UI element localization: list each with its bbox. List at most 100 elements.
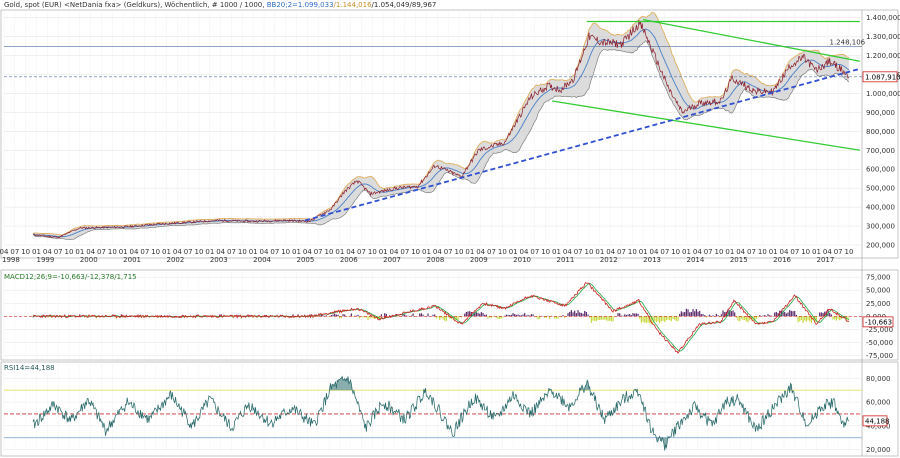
month-tick-label: 07 [530, 248, 539, 256]
macd-histogram-bar [727, 309, 729, 317]
macd-histogram-bar [505, 314, 507, 317]
month-tick-label: 10 [65, 248, 74, 256]
macd-histogram-bar [544, 316, 546, 318]
year-label: 2016 [773, 256, 791, 264]
month-tick-label: 10 [238, 248, 247, 256]
macd-histogram-bar [655, 316, 657, 323]
macd-histogram-bar [839, 316, 841, 321]
month-tick-label: 04 [736, 248, 745, 256]
macd-histogram-bar [805, 316, 807, 322]
macd-histogram-bar [335, 314, 337, 317]
macd-histogram-bar [369, 316, 371, 319]
macd-histogram-bar [339, 316, 341, 319]
macd-histogram-bar [690, 312, 692, 317]
macd-histogram-bar [682, 312, 684, 317]
macd-histogram-bar [742, 316, 744, 320]
macd-histogram-bar [572, 312, 574, 317]
macd-histogram-bar [737, 316, 739, 321]
macd-histogram-bar [757, 316, 759, 318]
month-tick-label: 04 [390, 248, 399, 256]
macd-histogram-bar [432, 314, 434, 317]
month-tick-label: 10 [325, 248, 334, 256]
month-tick-label: 01 [509, 248, 518, 256]
macd-histogram-bar [580, 312, 582, 317]
month-tick-label: 10 [845, 248, 854, 256]
month-tick-label: 07 [97, 248, 106, 256]
macd-histogram-bar [434, 314, 436, 317]
macd-histogram-bar [639, 316, 641, 319]
macd-histogram-bar [697, 311, 699, 317]
macd-panel-frame [0, 269, 899, 361]
month-tick-label: 01 [119, 248, 128, 256]
bollinger-middle-line [32, 28, 850, 238]
month-tick-label: 04 [650, 248, 659, 256]
macd-histogram-bar [674, 316, 676, 320]
macd-histogram-bar [702, 314, 704, 317]
macd-histogram-bar [819, 312, 821, 317]
macd-histogram-bar [719, 316, 721, 318]
price-y-tick-label: 200,000 [866, 242, 895, 250]
month-tick-label: 10 [671, 248, 680, 256]
month-tick-label: 04 [216, 248, 225, 256]
macd-histogram-bar [510, 314, 512, 317]
macd-histogram-bar [334, 313, 336, 317]
macd-histogram-bar [634, 313, 636, 317]
macd-histogram-bar [522, 314, 524, 317]
bollinger-label: BB20;2=1.099,033 [266, 1, 334, 9]
macd-histogram-bar [495, 316, 497, 318]
year-label: 2010 [513, 256, 531, 264]
month-tick-label: 07 [444, 248, 453, 256]
year-label: 2006 [340, 256, 358, 264]
macd-histogram-bar [810, 316, 812, 324]
macd-histogram-bar [605, 316, 607, 321]
month-tick-label: 07 [270, 248, 279, 256]
macd-histogram-bar [357, 314, 359, 317]
rsi-oversold-fill [663, 437, 668, 451]
macd-y-tick-label: 25,000 [866, 300, 891, 308]
macd-histogram-bar [557, 316, 559, 320]
month-tick-label: 07 [54, 248, 63, 256]
month-tick-label: 04 [823, 248, 832, 256]
macd-histogram-bar [792, 311, 794, 317]
month-tick-label: 07 [790, 248, 799, 256]
macd-histogram-bar [520, 315, 522, 317]
macd-histogram-bar [717, 315, 719, 317]
macd-histogram-bar [710, 316, 712, 318]
month-tick-label: 01 [682, 248, 691, 256]
macd-histogram-bar [787, 312, 789, 317]
month-tick-label: 01 [32, 248, 41, 256]
macd-histogram-bar [825, 311, 827, 317]
month-tick-label: 01 [335, 248, 344, 256]
macd-histogram-bar [532, 314, 534, 317]
macd-histogram-bar [337, 314, 339, 317]
macd-histogram-bar [555, 316, 557, 319]
macd-histogram-bar [670, 316, 672, 322]
month-tick-label: 04 [130, 248, 139, 256]
month-tick-label: 01 [812, 248, 821, 256]
price-y-tick-label: 900,000 [866, 109, 895, 117]
rsi-y-tick-label: 40,000 [866, 422, 891, 430]
macd-histogram-bar [680, 311, 682, 317]
price-y-tick-label: 600,000 [866, 166, 895, 174]
macd-histogram-bar [715, 313, 717, 317]
macd-histogram-bar [732, 310, 734, 317]
price-y-tick-label: 1.200,000 [866, 52, 900, 60]
macd-histogram-bar [630, 315, 632, 317]
macd-histogram-bar [444, 316, 446, 321]
month-tick-label: 10 [281, 248, 290, 256]
macd-histogram-bar [442, 316, 444, 320]
price-panel-frame [0, 9, 899, 259]
month-tick-label: 07 [660, 248, 669, 256]
macd-histogram-bar [525, 315, 527, 317]
month-tick-label: 07 [617, 248, 626, 256]
month-tick-label: 07 [704, 248, 713, 256]
macd-histogram-bar [664, 316, 666, 322]
macd-histogram-bar [632, 313, 634, 317]
macd-histogram-bar [437, 316, 439, 318]
month-tick-label: 10 [455, 248, 464, 256]
macd-histogram-bar [554, 316, 556, 319]
year-label: 2014 [687, 256, 705, 264]
macd-histogram-bar [402, 313, 404, 317]
macd-histogram-bar [707, 315, 709, 317]
price-series-line [32, 19, 850, 239]
